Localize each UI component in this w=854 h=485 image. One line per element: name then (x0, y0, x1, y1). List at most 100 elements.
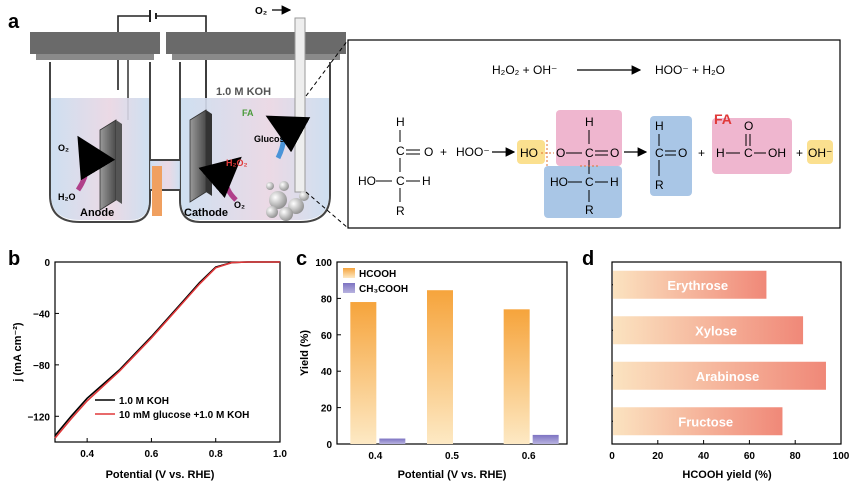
plot-b-xlabel: Potential (V vs. RHE) (106, 469, 215, 481)
legend-b-label-1: 1.0 M KOH (119, 396, 169, 407)
gas-inlet-tube (294, 17, 306, 193)
plot-c-ylabel: Yield (%) (299, 330, 311, 376)
panel-b-label: b (8, 248, 20, 270)
plot-d-bar-label: Xylose (695, 323, 737, 338)
panel-c: c 0 20 40 60 80 100 0.4 0.5 0.6 Potential (V vs.… (296, 248, 568, 481)
intermediate-structure: HO O H C O HO C H R (520, 115, 619, 217)
plot-c-xtick-label: 0.4 (368, 451, 382, 462)
anode-cap (30, 32, 160, 54)
plot-d-frame (611, 261, 842, 445)
o2-anode-label: O₂ (58, 143, 69, 153)
plot-b-series-2 (54, 261, 280, 439)
svg-text:OH: OH (768, 146, 786, 160)
plot-c-ytick-label: 40 (321, 367, 333, 378)
plot-b-ytick-label: 0 (44, 258, 50, 269)
svg-text:O: O (744, 119, 753, 133)
plot-d-xtick-label: 0 (609, 451, 615, 462)
plot-c-bar-ch3cooh (379, 438, 406, 444)
plot-b-ylabel: j (mA cm⁻²) (12, 322, 24, 383)
plot-c-ytick-label: 0 (326, 440, 332, 451)
fa-mechanism-label: FA (714, 111, 732, 127)
plot-d-bars: Erythrose Xylose Arabinose Fructose (613, 270, 826, 436)
plot-b-ytick-label: −80 (33, 361, 50, 372)
plot-c-ytick-label: 60 (321, 331, 333, 342)
svg-text:H: H (655, 119, 664, 133)
hoo-minus: HOO⁻ (456, 145, 490, 159)
membrane (152, 166, 162, 216)
zoom-line-top (305, 39, 349, 97)
aldehyde-highlight (650, 116, 692, 196)
plus-1: + (440, 145, 447, 159)
zoom-line-bottom (305, 191, 349, 229)
plot-c-xtick-label: 0.6 (522, 451, 536, 462)
panel-d-label: d (582, 248, 594, 270)
svg-text:R: R (396, 204, 405, 218)
rest-highlight (544, 166, 622, 218)
cathode-cap (166, 32, 346, 54)
anode-arrow (75, 135, 116, 192)
plot-c-xtick-label: 0.5 (445, 451, 459, 462)
svg-text:O: O (678, 146, 687, 160)
plot-c-xlabel: Potential (V vs. RHE) (398, 469, 507, 481)
plot-b-axes: 0.4 0.6 0.8 1.0 0 −40 −80 −120 (27, 258, 287, 460)
glucose-label: Glucose (254, 134, 290, 144)
oh-minus: OH⁻ (808, 146, 832, 160)
svg-text:O: O (556, 146, 565, 160)
panel-c-label: c (296, 248, 307, 270)
svg-text:R: R (655, 178, 664, 192)
plot-d-xtick-label: 80 (790, 451, 802, 462)
anode-electrode (99, 119, 117, 211)
plus-2: + (698, 146, 705, 160)
svg-text:H: H (716, 146, 725, 160)
eq1-products: HOO⁻ + H₂O (655, 63, 725, 77)
legend-b-label-2: 10 mM glucose +1.0 M KOH (119, 410, 249, 421)
plot-b-xtick-label: 0.8 (209, 449, 223, 460)
panel-d: d 0 20 40 60 80 100 Erythrose Xylose Arabinose F… (582, 248, 850, 481)
plus-3: + (796, 146, 803, 160)
plot-b-series (54, 261, 280, 439)
panel-a: a O₂ (8, 5, 841, 229)
plot-d-bar-label: Arabinose (696, 369, 760, 384)
plot-c-bars (350, 290, 559, 444)
plot-d-bar-label: Erythrose (667, 278, 728, 293)
plot-c-ytick-label: 80 (321, 294, 333, 305)
svg-text:C: C (585, 146, 594, 160)
cathode-label: Cathode (184, 207, 228, 219)
plot-d-bar (613, 361, 826, 390)
formic-acid-structure: O H C OH (716, 119, 786, 160)
plot-d-xtick-label: 100 (833, 451, 850, 462)
cathode-electrode (189, 109, 207, 203)
plot-b-legend: 1.0 M KOH 10 mM glucose +1.0 M KOH (95, 396, 249, 421)
svg-text:C: C (744, 146, 753, 160)
svg-text:C: C (396, 174, 405, 188)
svg-text:R: R (585, 203, 594, 217)
plot-b-ytick-label: −40 (33, 309, 50, 320)
h2o2-label: H₂O₂ (226, 158, 248, 168)
svg-text:HO: HO (520, 146, 538, 160)
svg-text:H: H (610, 175, 619, 189)
glucose-structure: H C O HO C H R (358, 115, 433, 218)
fa-highlight (712, 118, 792, 174)
plot-d-xtick-label: 40 (698, 451, 710, 462)
oh-highlight (807, 140, 833, 164)
svg-text:O: O (610, 146, 619, 160)
legend-c-label-2: CH₃COOH (359, 284, 408, 295)
ho-highlight (517, 140, 545, 164)
legend-c-label-1: HCOOH (359, 269, 396, 280)
svg-text:HO: HO (550, 175, 568, 189)
electrolyte-label: 1.0 M KOH (216, 86, 271, 98)
anode-label: Anode (80, 207, 114, 219)
svg-text:C: C (655, 146, 664, 160)
svg-text:H: H (585, 115, 594, 129)
plot-c-bar-hcooh (350, 302, 377, 444)
o2-inlet-label: O₂ (255, 6, 267, 17)
glucose-arrow (265, 115, 311, 160)
plot-b-xtick-label: 0.4 (80, 449, 94, 460)
plot-d-xtick-label: 60 (744, 451, 756, 462)
plot-d-xtick-label: 20 (652, 451, 664, 462)
plot-b-frame (54, 261, 281, 443)
aldehyde-structure: H C O R (655, 119, 687, 192)
svg-text:C: C (585, 175, 594, 189)
svg-text:HO: HO (358, 174, 376, 188)
plot-b-ytick-label: −120 (27, 412, 50, 423)
